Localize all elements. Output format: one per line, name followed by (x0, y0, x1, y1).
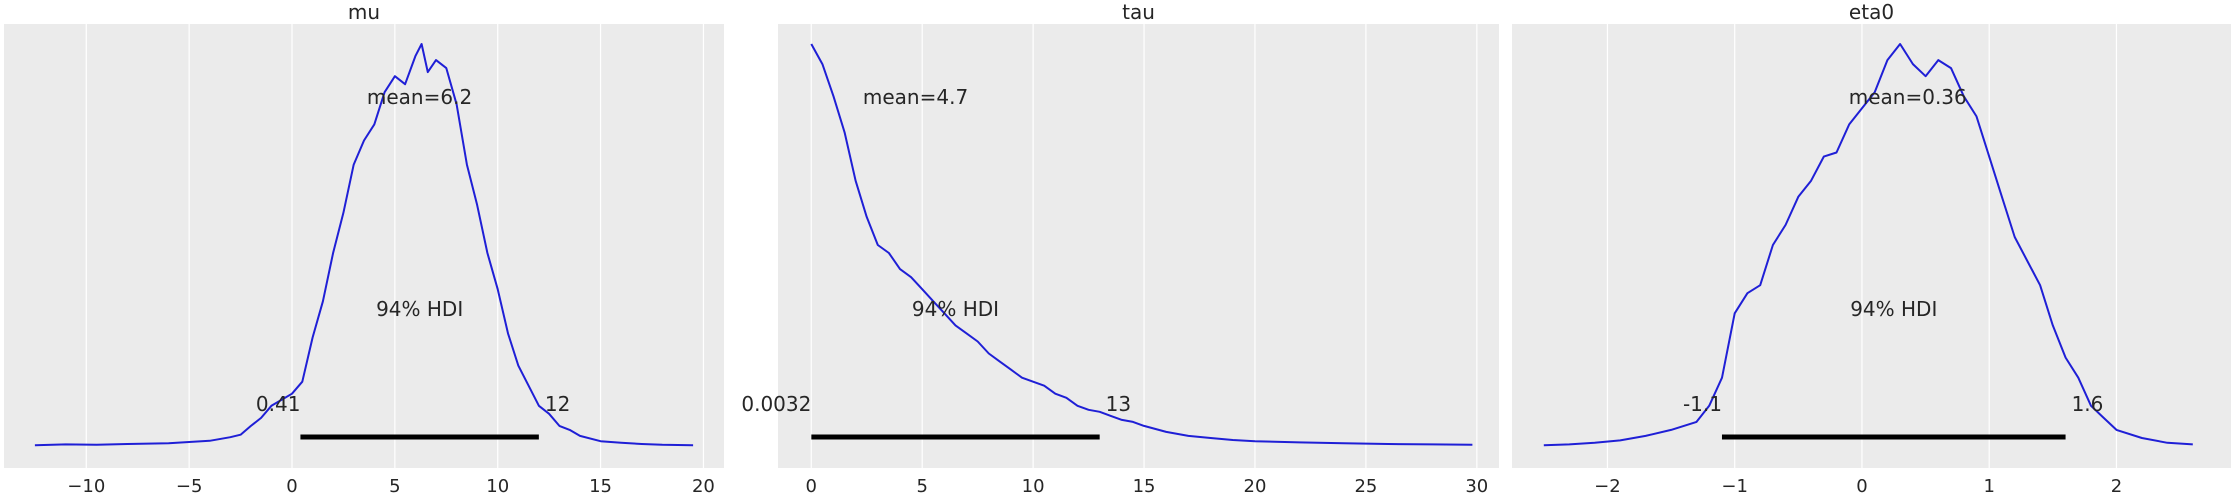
density-line (810, 43, 1473, 446)
x-tick-label: 0 (806, 476, 817, 496)
x-tick-label: −2 (1594, 476, 1621, 496)
x-tick-label: 15 (589, 476, 612, 496)
plot-area (1512, 24, 2231, 468)
mean-label: mean=4.7 (863, 85, 968, 109)
hdi-label: 94% HDI (912, 297, 999, 321)
x-tick-label: 30 (1465, 476, 1488, 496)
x-tick-label: 10 (1022, 476, 1045, 496)
x-tick-label: −1 (1721, 476, 1748, 496)
panel-title: eta0 (1849, 0, 1894, 24)
hdi-label: 94% HDI (376, 297, 463, 321)
hdi-low-label: 0.0032 (741, 392, 811, 416)
x-tick-label: −10 (67, 476, 105, 496)
panel-title: tau (1122, 0, 1155, 24)
hdi-high-label: 12 (545, 392, 570, 416)
panel-eta0: −2 −1 0 1 2 eta0 mean=0.36 94% HDI -1.1 1.6 (1512, 0, 2231, 496)
mean-label: mean=0.36 (1849, 85, 1967, 109)
x-tick-label: 1 (1983, 476, 1994, 496)
plot-area (4, 24, 724, 468)
x-tick-label: 15 (1133, 476, 1156, 496)
x-tick-label: 20 (692, 476, 715, 496)
panel-tau: 0 5 10 15 20 25 30 tau mean=4.7 94% HDI 0.0032 13 (741, 0, 1499, 496)
x-tick-label: 20 (1244, 476, 1267, 496)
x-tick-label: 10 (486, 476, 509, 496)
hdi-high-label: 13 (1106, 392, 1131, 416)
x-tick-label: −5 (176, 476, 203, 496)
hdi-low-label: 0.41 (256, 392, 301, 416)
plot-area (778, 24, 1499, 468)
mean-label: mean=6.2 (367, 85, 472, 109)
panel-title: mu (348, 0, 380, 24)
density-line (34, 43, 694, 447)
x-tick-label: 0 (286, 476, 297, 496)
panel-mu: −10 −5 0 5 10 15 20 mu mean=6.2 94% HDI 0.41 12 (4, 0, 724, 496)
x-tick-label: 5 (916, 476, 927, 496)
hdi-label: 94% HDI (1850, 297, 1937, 321)
hdi-high-label: 1.6 (2072, 392, 2104, 416)
density-line (1543, 43, 2193, 447)
x-tick-label: 2 (2111, 476, 2122, 496)
x-tick-label: 5 (389, 476, 400, 496)
hdi-low-label: -1.1 (1683, 392, 1722, 416)
x-tick-label: 25 (1354, 476, 1377, 496)
x-tick-label: 0 (1856, 476, 1867, 496)
